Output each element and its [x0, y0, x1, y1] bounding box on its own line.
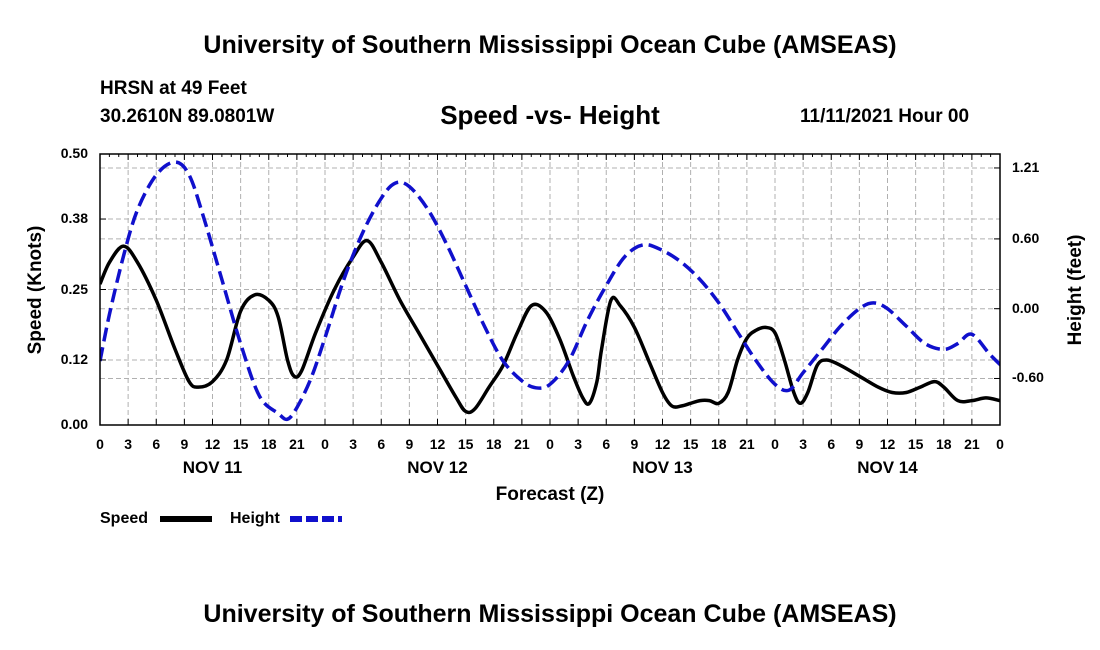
x-tick-label: 0	[321, 436, 329, 452]
x-axis-label: Forecast (Z)	[495, 484, 605, 505]
x-tick-label: 21	[514, 436, 530, 452]
x-tick-label: 9	[855, 436, 864, 452]
x-tick-label: 9	[180, 436, 189, 452]
series-line-height	[100, 160, 1000, 422]
y-tick-label: 0.00	[60, 416, 88, 432]
x-tick-label: 6	[602, 436, 611, 452]
day-label: NOV 14	[857, 458, 918, 477]
legend-speed-label: Speed	[100, 510, 149, 527]
x-tick-label: 15	[232, 436, 249, 452]
legend-height-label: Height	[230, 510, 280, 527]
y2-tick-label: 0.60	[1012, 229, 1040, 246]
legend-speed-swatch	[160, 516, 212, 522]
y-tick-label: 0.38	[60, 210, 88, 227]
x-tick-label: 6	[827, 436, 836, 452]
day-label: NOV 13	[632, 458, 693, 477]
x-tick-label: 9	[630, 436, 639, 452]
x-tick-label: 21	[964, 436, 980, 452]
x-tick-label: 6	[152, 436, 161, 452]
x-tick-label: 18	[485, 436, 502, 452]
x-tick-label: 9	[405, 436, 414, 452]
x-tick-label: 0	[96, 436, 104, 452]
y2-tick-label: -0.60	[1012, 369, 1044, 386]
x-tick-label: 15	[457, 436, 474, 452]
y-axis-label: Speed (Knots)	[25, 225, 46, 355]
day-label: NOV 11	[182, 458, 243, 477]
coordinates-label: 30.2610N 89.0801W	[100, 106, 275, 127]
station-label: HRSN at 49 Feet	[100, 78, 247, 99]
x-tick-label: 3	[124, 436, 133, 452]
x-tick-label: 0	[771, 436, 779, 452]
x-tick-label: 12	[654, 436, 671, 452]
x-tick-label: 3	[574, 436, 583, 452]
x-tick-label: 21	[289, 436, 305, 452]
tick-marks	[99, 153, 1001, 426]
x-tick-label: 0	[546, 436, 554, 452]
y2-axis-label: Height (feet)	[1065, 234, 1086, 346]
x-tick-label: 15	[682, 436, 699, 452]
x-tick-label: 18	[935, 436, 952, 452]
y-tick-label: 0.12	[60, 350, 88, 367]
x-tick-label: 3	[349, 436, 358, 452]
series-layer	[100, 160, 1000, 422]
day-label: NOV 12	[407, 458, 468, 477]
series-line-speed	[100, 238, 1000, 415]
chart-title-top: University of Southern Mississippi Ocean…	[203, 31, 897, 59]
x-tick-label: 21	[739, 436, 755, 452]
x-tick-label: 12	[204, 436, 221, 452]
chart-subtitle: Speed -vs- Height	[440, 100, 660, 130]
y2-tick-label: 1.21	[1012, 158, 1040, 175]
y-tick-label: 0.50	[60, 145, 88, 161]
x-tick-label: 12	[429, 436, 446, 452]
x-tick-label: 15	[907, 436, 924, 452]
x-tick-label: 18	[260, 436, 277, 452]
x-tick-label: 0	[996, 436, 1004, 452]
y2-tick-label: 0.00	[1012, 299, 1040, 316]
grid	[100, 154, 1000, 425]
x-tick-label: 3	[799, 436, 808, 452]
chart-title-bottom: University of Southern Mississippi Ocean…	[203, 600, 897, 628]
legend-height-swatch	[290, 516, 342, 522]
x-tick-label: 6	[377, 436, 386, 452]
x-tick-label: 18	[710, 436, 727, 452]
y-tick-label: 0.25	[60, 280, 88, 297]
x-tick-label: 12	[879, 436, 896, 452]
datetime-label: 11/11/2021 Hour 00	[800, 106, 970, 127]
